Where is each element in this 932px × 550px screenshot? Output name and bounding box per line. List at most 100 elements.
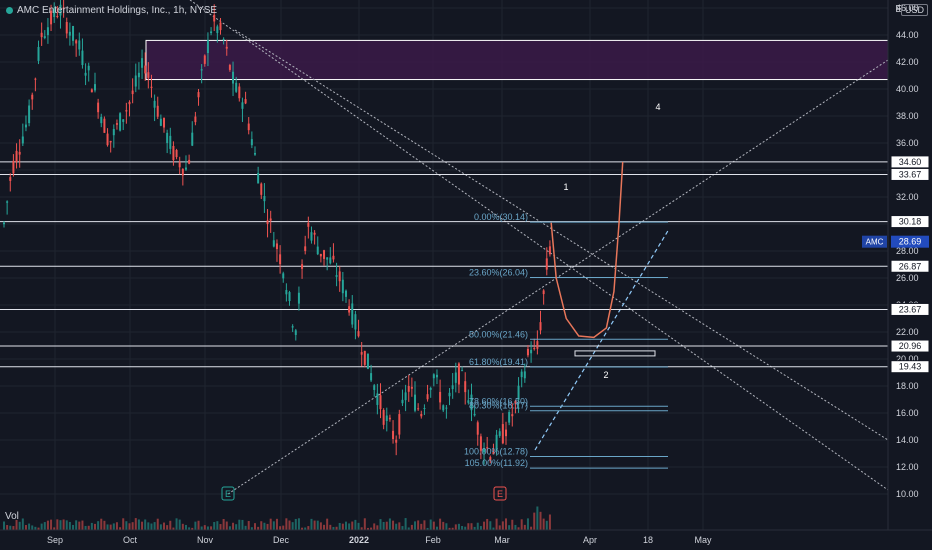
volume-bar: [354, 519, 357, 530]
candle-body: [332, 255, 335, 260]
candle-body: [24, 124, 27, 128]
candle-body: [53, 8, 56, 18]
y-tick-label: 28.00: [896, 246, 919, 256]
volume-bar: [470, 523, 473, 530]
volume-bar: [153, 522, 156, 530]
candle-body: [210, 31, 213, 34]
candle-body: [275, 243, 278, 250]
candle-body: [200, 69, 203, 71]
candle-body: [514, 401, 517, 404]
candle-body: [153, 100, 156, 108]
volume-bar: [338, 522, 341, 530]
y-tick-label: 12.00: [896, 462, 919, 472]
volume-bar: [445, 523, 448, 530]
volume-bar: [395, 523, 398, 530]
volume-bar: [222, 519, 225, 530]
symbol-title: AMC Entertainment Holdings, Inc., 1h, NY…: [6, 5, 217, 16]
y-tick-label: 16.00: [896, 408, 919, 418]
candle-body: [222, 38, 225, 40]
volume-bar: [489, 521, 492, 530]
y-tick-label: 22.00: [896, 327, 919, 337]
candle-body: [420, 413, 423, 417]
y-tick-label: 44.00: [896, 30, 919, 40]
volume-bar: [313, 520, 316, 530]
level-tag-value: 30.18: [899, 217, 922, 227]
candle-body: [72, 25, 75, 41]
volume-bar: [34, 526, 37, 530]
x-tick-label: Feb: [425, 535, 441, 545]
candle-body: [203, 55, 206, 64]
candle-body: [75, 40, 78, 44]
volume-bar: [238, 519, 241, 530]
candle-body: [323, 250, 326, 259]
level-tag-box: [890, 259, 930, 273]
earnings-marker[interactable]: E: [493, 486, 507, 501]
candle-body: [501, 424, 504, 444]
candle-body: [46, 27, 49, 36]
scale-toggle-button[interactable]: E: [895, 4, 902, 15]
y-tick-label: 36.00: [896, 138, 919, 148]
volume-bar: [385, 521, 388, 530]
volume-bar: [103, 520, 106, 530]
volume-bar: [197, 520, 200, 530]
candle-body: [232, 71, 235, 84]
candle-body: [435, 374, 438, 378]
volume-bar: [542, 518, 545, 530]
volume-bar: [6, 525, 9, 530]
fib-label: 61.80%(19.41): [469, 357, 528, 367]
volume-bar: [178, 519, 181, 530]
candle-body: [445, 407, 448, 409]
candle-body: [191, 132, 194, 146]
candle-body: [363, 350, 366, 365]
level-tag-value: 23.67: [899, 304, 922, 314]
volume-bar: [448, 527, 451, 530]
volume-bar: [109, 524, 112, 530]
volume-bar: [301, 527, 304, 530]
level-tag-box: [890, 155, 930, 169]
candle-body: [297, 292, 300, 304]
candle-body: [78, 40, 81, 50]
candle-body: [247, 123, 250, 131]
candle-body: [9, 177, 12, 181]
level-tag: 19.43: [890, 360, 930, 374]
volume-bar: [429, 519, 432, 530]
volume-bar: [75, 520, 78, 530]
candle-body: [68, 31, 71, 36]
candle-body: [448, 392, 451, 397]
x-tick-label: Apr: [583, 535, 597, 545]
volume-bar: [203, 525, 206, 530]
volume-bar: [184, 524, 187, 530]
earnings-marker-box: [221, 486, 235, 501]
fib-label: 78.60%(16.50): [469, 396, 528, 406]
current-price-box: [891, 235, 929, 248]
volume-bar: [454, 524, 457, 530]
volume-bar: [156, 518, 159, 530]
volume-bars: [3, 506, 551, 530]
volume-bar: [72, 524, 75, 530]
candle-body: [382, 409, 385, 425]
volume-bar: [241, 519, 244, 530]
currency-button[interactable]: USD: [900, 4, 928, 16]
candle-body: [539, 322, 542, 331]
candle-body: [241, 102, 244, 109]
volume-bar: [84, 525, 87, 530]
level-tag-box: [890, 360, 930, 374]
candle-body: [301, 264, 304, 269]
candle-body: [37, 46, 40, 61]
volume-bar: [417, 520, 420, 530]
volume-bar: [473, 526, 476, 530]
volume-bar: [523, 524, 526, 530]
candle-body: [288, 292, 291, 302]
volume-bar: [329, 524, 332, 530]
volume-bar: [536, 506, 539, 530]
volume-bar: [520, 519, 523, 530]
candle-body: [6, 201, 9, 203]
volume-bar: [219, 524, 222, 530]
earnings-marker[interactable]: E: [221, 486, 235, 501]
candle-body: [442, 405, 445, 411]
volume-bar: [260, 521, 263, 530]
volume-bar: [363, 518, 366, 530]
candle-body: [366, 353, 369, 369]
volume-bar: [65, 520, 68, 530]
